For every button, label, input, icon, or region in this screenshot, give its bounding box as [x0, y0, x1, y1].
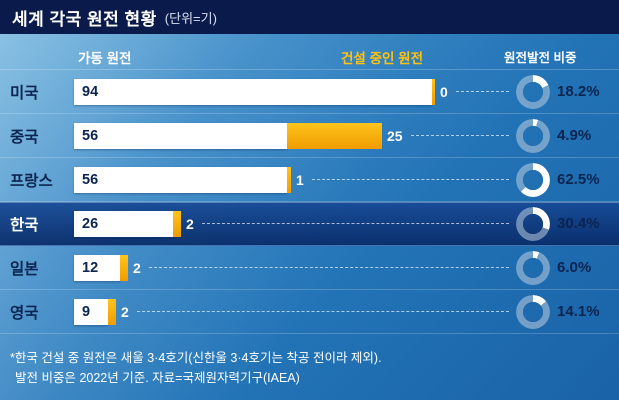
connector-line — [311, 179, 509, 180]
share-value: 62.5% — [557, 171, 600, 188]
share-donut — [516, 74, 550, 109]
operating-bar: 12 — [74, 254, 120, 281]
country-label: 일본 — [10, 260, 39, 278]
construction-bar — [173, 210, 181, 237]
chart-row: 영국 9 2 14.1% — [0, 290, 619, 334]
chart-row: 미국 94 0 18.2% — [0, 70, 619, 114]
footnote-line2: 발전 비중은 2022년 기준. 자료=국제원자력기구(IAEA) — [15, 371, 300, 385]
connector-line — [136, 311, 509, 312]
operating-bar: 56 — [74, 122, 287, 149]
column-headers: 가동 원전 건설 중인 원전 원전발전 비중 — [0, 43, 619, 69]
share-donut — [516, 250, 550, 285]
connector-line — [201, 223, 509, 224]
share-donut — [516, 294, 550, 329]
footnote-line1: *한국 건설 중 원전은 새울 3·4호기(신한울 3·4호기는 착공 전이라 … — [10, 351, 382, 365]
column-header-construction: 건설 중인 원전 — [341, 51, 424, 66]
share-donut — [516, 118, 550, 153]
page-title: 세계 각국 원전 현황 — [12, 9, 157, 29]
construction-value: 25 — [387, 127, 403, 144]
construction-bar — [287, 166, 291, 193]
construction-bar — [120, 254, 128, 281]
construction-bar — [287, 122, 382, 149]
operating-value: 12 — [82, 259, 99, 276]
construction-value: 1 — [296, 171, 304, 188]
construction-value: 2 — [186, 215, 194, 232]
bar-group: 12 2 — [74, 254, 141, 281]
operating-value: 26 — [82, 215, 99, 232]
chart-row: 한국 26 2 30.4% — [0, 202, 619, 246]
construction-value: 2 — [133, 259, 141, 276]
share-value: 6.0% — [557, 259, 592, 276]
country-label: 프랑스 — [10, 172, 53, 190]
chart-rows: 미국 94 0 18.2% 중국 56 25 — [0, 69, 619, 334]
construction-bar — [108, 298, 116, 325]
country-label: 중국 — [10, 128, 39, 146]
column-header-share: 원전발전 비중 — [504, 51, 577, 65]
operating-bar: 9 — [74, 298, 108, 325]
chart-row: 프랑스 56 1 62.5% — [0, 158, 619, 202]
share-donut — [516, 162, 550, 197]
connector-line — [148, 267, 509, 268]
bar-group: 9 2 — [74, 298, 129, 325]
column-header-operating: 가동 원전 — [78, 51, 132, 66]
share-value: 30.4% — [557, 215, 600, 232]
share-value: 14.1% — [557, 303, 600, 320]
chart-row: 일본 12 2 6.0% — [0, 246, 619, 290]
operating-bar: 94 — [74, 78, 432, 105]
operating-value: 9 — [82, 303, 91, 320]
operating-value: 94 — [82, 83, 99, 100]
connector-line — [410, 135, 509, 136]
construction-value: 2 — [121, 303, 129, 320]
title-unit: (단위=기) — [164, 10, 217, 26]
operating-bar: 26 — [74, 210, 173, 237]
bar-group: 56 1 — [74, 166, 304, 193]
share-value: 4.9% — [557, 127, 592, 144]
construction-value: 0 — [440, 83, 448, 100]
operating-value: 56 — [82, 127, 99, 144]
bar-group: 94 0 — [74, 78, 448, 105]
operating-bar: 56 — [74, 166, 287, 193]
construction-bar — [432, 78, 435, 105]
share-value: 18.2% — [557, 83, 600, 100]
country-label: 영국 — [10, 304, 39, 322]
country-label: 한국 — [10, 216, 39, 234]
footnote: *한국 건설 중 원전은 새울 3·4호기(신한울 3·4호기는 착공 전이라 … — [10, 348, 382, 388]
title-bar: 세계 각국 원전 현황 (단위=기) — [0, 0, 619, 34]
connector-line — [455, 91, 509, 92]
share-donut — [516, 206, 550, 241]
operating-value: 56 — [82, 171, 99, 188]
chart-row: 중국 56 25 4.9% — [0, 114, 619, 158]
country-label: 미국 — [10, 84, 39, 102]
bar-group: 26 2 — [74, 210, 194, 237]
bar-group: 56 25 — [74, 122, 403, 149]
